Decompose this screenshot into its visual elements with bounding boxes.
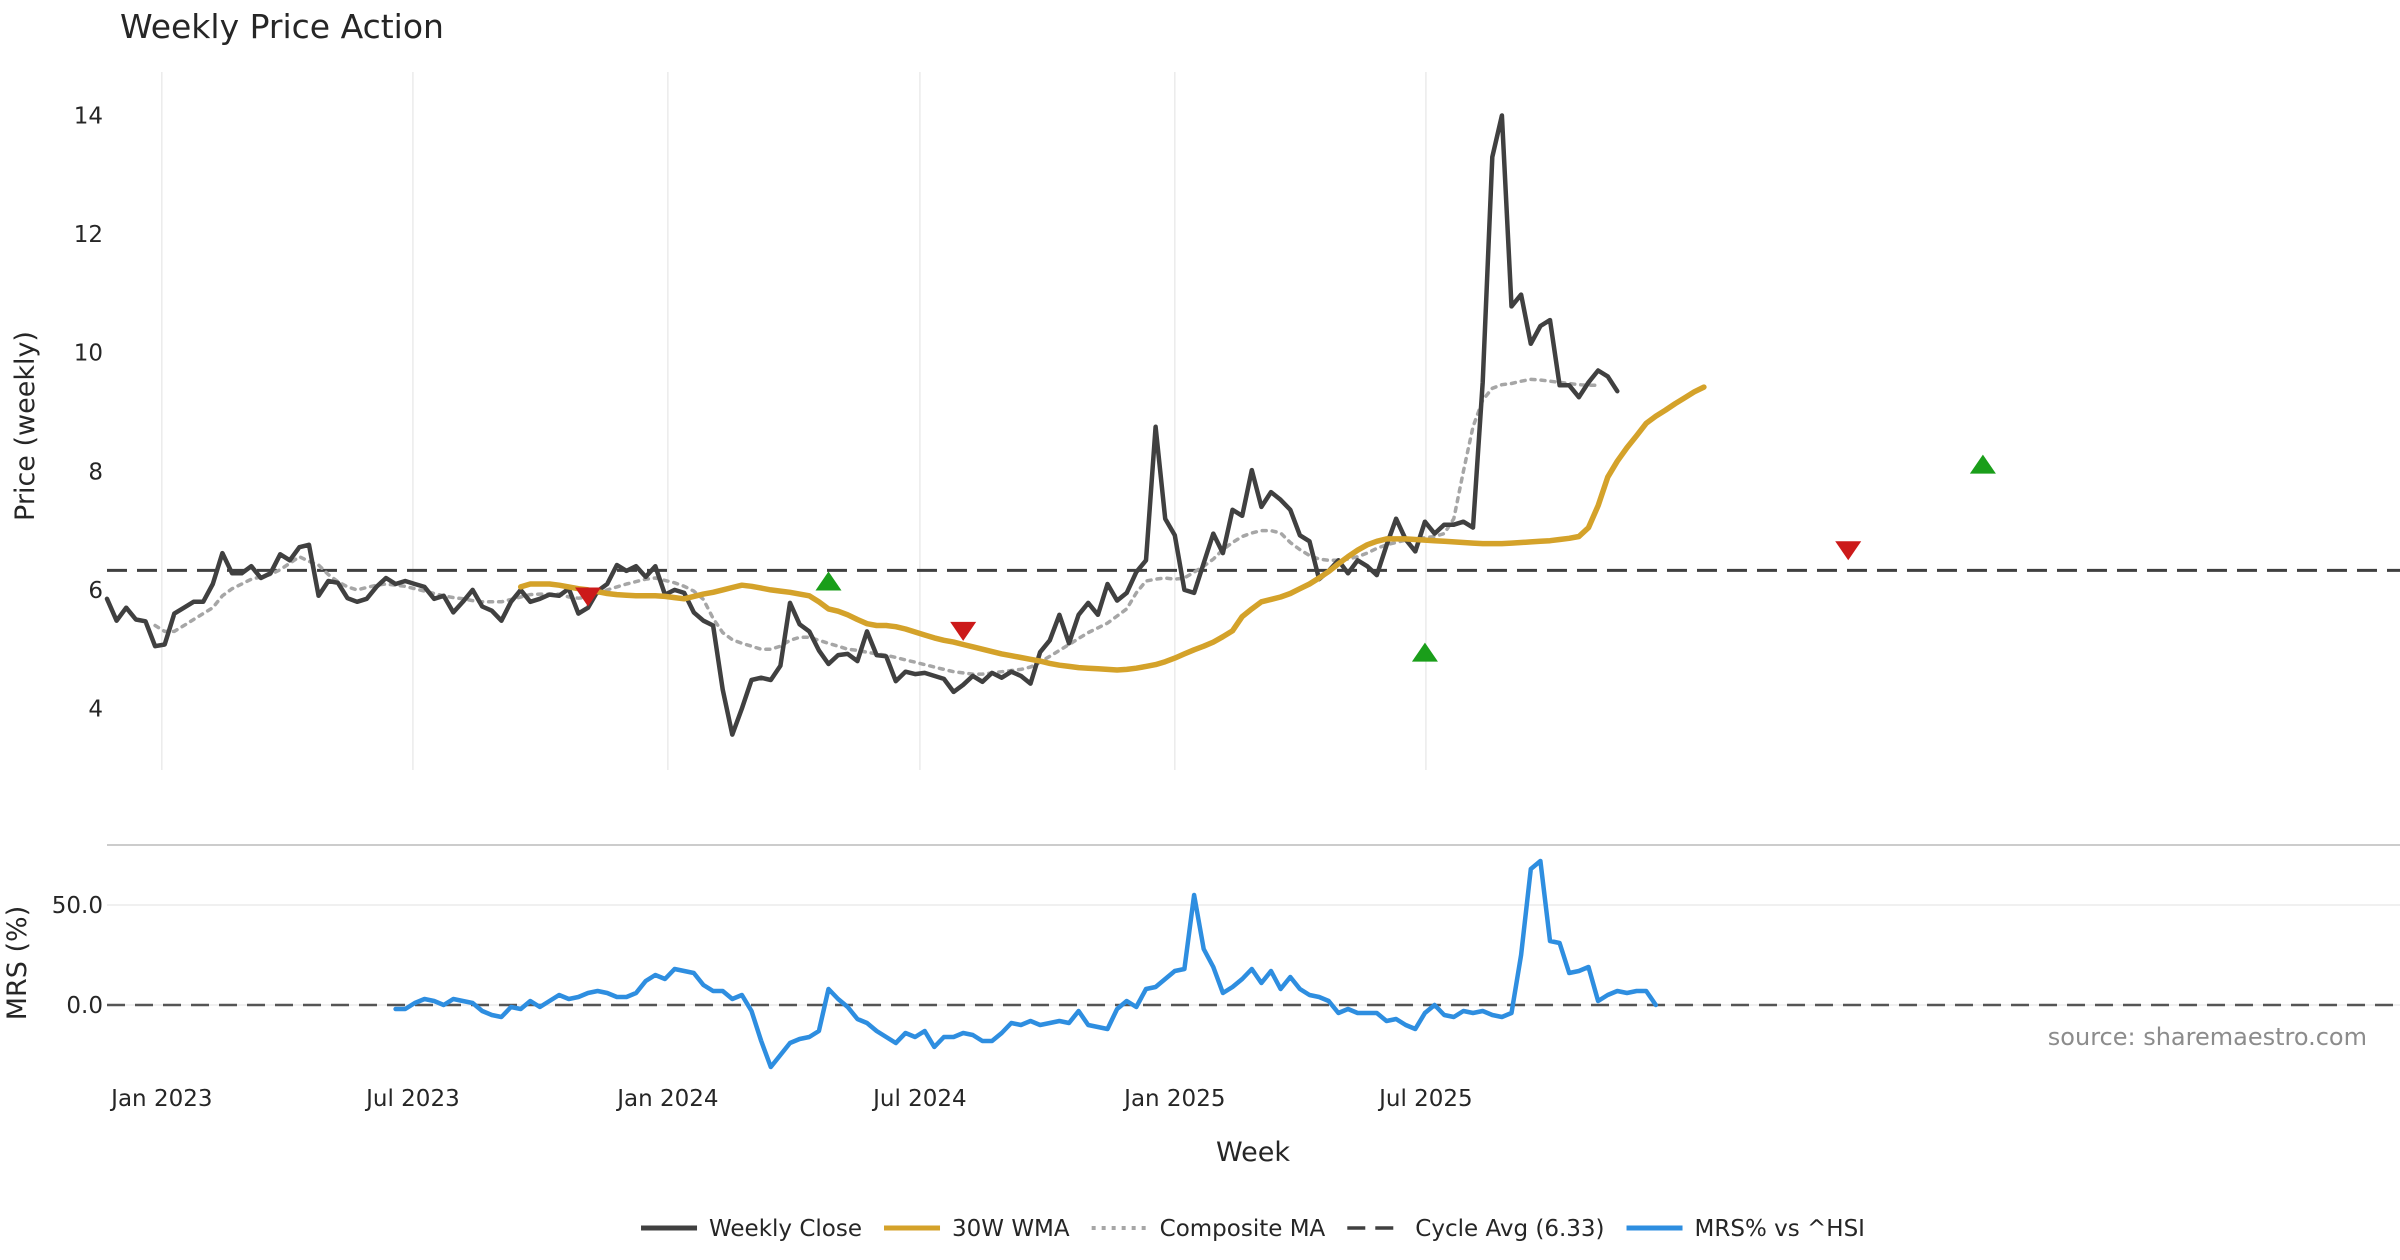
legend: Weekly Close 30W WMA Composite MA Cycle Avg… — [641, 1216, 1865, 1242]
x-tick-label: Jan 2024 — [615, 1086, 718, 1112]
price-tick-label: 10 — [74, 341, 103, 367]
mrs-tick-label: 0.0 — [66, 993, 103, 1019]
wma-30w-line — [517, 384, 1707, 673]
composite-ma-line — [153, 377, 1600, 676]
price-tick-label: 14 — [74, 104, 103, 130]
source-annotation: source: sharemaestro.com — [2048, 1023, 2367, 1051]
price-tick-label: 4 — [88, 697, 103, 723]
buy-signal-marker — [1411, 642, 1438, 662]
sell-signal-marker — [575, 587, 601, 607]
x-tick-label: Jul 2024 — [871, 1086, 967, 1112]
tick-layer: 4 6 8 10 12 14 0.0 50.0 Jan 2023 Jul 2023 Jan 2024… — [52, 104, 1473, 1113]
legend-item: 30W WMA — [884, 1216, 1070, 1242]
weekly-close-line — [104, 113, 1620, 737]
mrs-tick-label: 50.0 — [52, 893, 103, 919]
grid-layer — [107, 72, 2400, 1006]
price-tick-label: 12 — [74, 222, 103, 248]
x-tick-label: Jul 2025 — [1377, 1086, 1473, 1112]
chart-title: Weekly Price Action — [120, 7, 444, 46]
mrs-axis-label: MRS (%) — [2, 906, 33, 1021]
price-axis-label: Price (weekly) — [10, 331, 41, 521]
sell-signal-marker — [950, 621, 977, 641]
buy-signal-marker — [815, 571, 842, 591]
legend-item: Composite MA — [1091, 1216, 1326, 1242]
x-tick-label: Jul 2023 — [364, 1086, 460, 1112]
legend-item: Cycle Avg (6.33) — [1347, 1216, 1605, 1242]
x-tick-label: Jan 2023 — [109, 1086, 212, 1112]
price-tick-label: 6 — [88, 578, 103, 604]
sell-signal-marker — [1835, 541, 1862, 561]
legend-item: MRS% vs ^HSI — [1626, 1216, 1865, 1242]
buy-signal-marker — [1969, 454, 1996, 474]
price-tick-label: 8 — [88, 459, 103, 485]
series-layer — [104, 113, 2400, 1070]
legend-label: Weekly Close — [709, 1216, 862, 1242]
mrs-line — [393, 858, 1659, 1070]
x-axis-label: Week — [1216, 1137, 1290, 1168]
legend-label: 30W WMA — [952, 1216, 1070, 1242]
legend-label: MRS% vs ^HSI — [1695, 1216, 1865, 1242]
legend-item: Weekly Close — [641, 1216, 862, 1242]
x-tick-label: Jan 2025 — [1122, 1086, 1225, 1112]
legend-label: Composite MA — [1160, 1216, 1326, 1242]
legend-label: Cycle Avg (6.33) — [1415, 1216, 1604, 1242]
